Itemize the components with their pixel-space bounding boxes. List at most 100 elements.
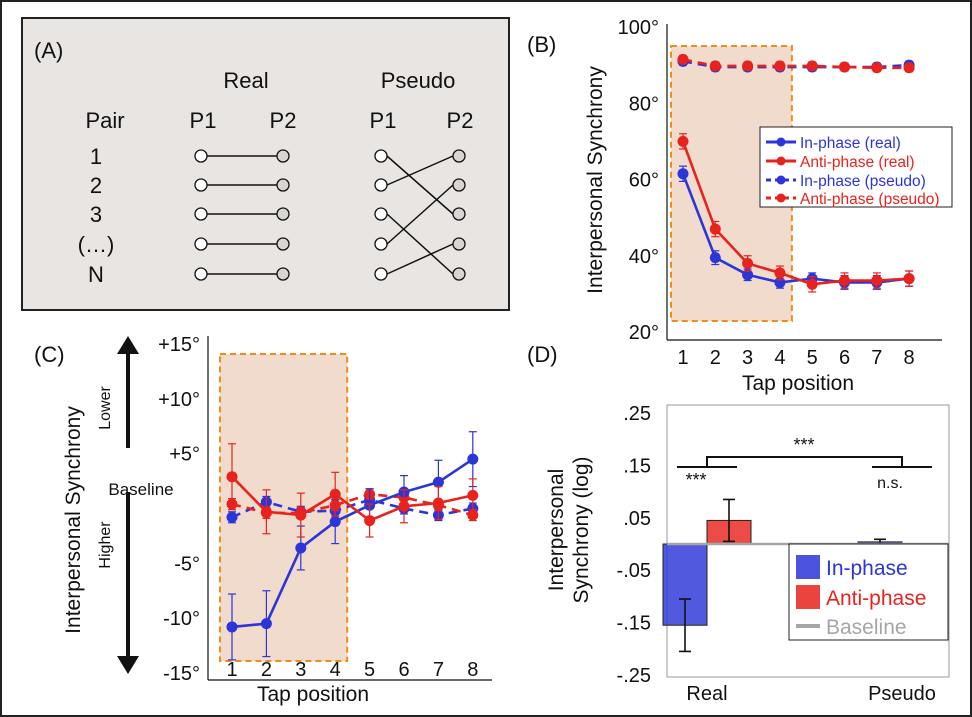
legend-b-swatch-dot [776, 156, 786, 166]
y-tick-label: .05 [623, 508, 651, 530]
pseudo-p2-dot [452, 267, 466, 281]
series-red-real-point [226, 471, 238, 483]
pseudo-heading: Pseudo [381, 68, 456, 93]
y-tick-label: -.25 [617, 665, 651, 687]
pair-number: (…) [78, 232, 115, 257]
legend-b-swatch-dot [776, 175, 786, 185]
x-tick-label: 4 [774, 347, 785, 369]
y-tick-label: 100° [618, 17, 659, 39]
x-category-label: Pseudo [868, 683, 936, 705]
panel-d-label: (D) [527, 342, 558, 367]
lower-label: Lower [97, 386, 114, 430]
x-tick-label: 6 [398, 659, 409, 681]
series-red-pseudo-line [231, 492, 474, 517]
panel-b-label: (B) [527, 32, 556, 57]
series-red-pseudo-point [742, 60, 754, 72]
legend-b-swatch-dot [776, 193, 786, 203]
pseudo-p1-dot [374, 178, 388, 192]
series-blue-real-point [260, 618, 272, 630]
pair-heading: Pair [85, 108, 124, 133]
real-p1-dot [194, 207, 208, 221]
legend-b-label: Anti-phase (real) [800, 154, 915, 171]
y-tick-label: 60° [629, 170, 659, 192]
pair-number: 1 [90, 144, 102, 169]
panel-d-legend: In-phase Anti-phase Baseline [788, 543, 949, 641]
panel-d: (D) Interpersonal Synchrony (log) .25 .15… [527, 342, 950, 705]
panel-b-legend: In-phase (real) Anti-phase (real) In-phase… [759, 126, 953, 208]
legend-b-label: Anti-phase (pseudo) [800, 191, 940, 208]
real-p1-dot [194, 267, 208, 281]
panel-d-ylabel-line2: Synchrony (log) [570, 456, 593, 603]
x-tick-label: 7 [433, 659, 444, 681]
pseudo-p1-dot [374, 149, 388, 163]
panel-b-legend-box [759, 126, 953, 208]
real-p1-dot [194, 178, 208, 192]
x-category-label: Real [686, 683, 727, 705]
series-red-real-point [398, 500, 410, 512]
series-blue-pseudo-line [231, 498, 474, 519]
legend-b-swatch-dot [776, 137, 786, 147]
series-red-real-point [806, 278, 818, 290]
pseudo-p1-dot [374, 267, 388, 281]
y-tick-label: +15° [158, 334, 200, 356]
x-tick-label: 4 [330, 659, 341, 681]
panel-b-xlabel: Tap position [742, 372, 854, 395]
real-p1-dot [194, 237, 208, 251]
series-blue-real-point [226, 621, 238, 633]
pseudo-link [386, 155, 454, 186]
pair-rows: 1 2 3 (…) N [78, 144, 466, 287]
series-red-real-point [295, 509, 307, 521]
series-blue-real-line [231, 458, 474, 629]
y-tick-label: -10° [163, 608, 200, 630]
baseline-label: Baseline [108, 480, 173, 499]
legend-b-label: In-phase (pseudo) [800, 173, 926, 190]
series-blue-real-point [677, 168, 689, 180]
panel-c-ylabel: Interpersonal Synchrony [62, 406, 85, 634]
y-tick-label: -5° [174, 553, 200, 575]
legend-d-label: In-phase [826, 557, 908, 580]
real-p2-dot [276, 267, 290, 281]
pair-number: N [88, 262, 104, 287]
real-p2-dot [276, 207, 290, 221]
series-red-real-point [903, 273, 915, 285]
y-tick-label: -.15 [617, 613, 651, 635]
series-red-pseudo-point [774, 60, 786, 72]
pseudo-link [386, 213, 454, 275]
panel-c-plot: -15° -10° -5° +5° +10° +15° 1 2 3 4 5 6 7 8 [158, 334, 492, 685]
pseudo-p1-dot [374, 237, 388, 251]
x-tick-label: 1 [226, 659, 237, 681]
pseudo-link [386, 243, 454, 275]
real-p2-dot [276, 149, 290, 163]
x-tick-label: 3 [295, 659, 306, 681]
panel-c: (C) Interpersonal Synchrony Tap position… [34, 334, 492, 706]
y-tick-label: 40° [629, 246, 659, 268]
series-red-real-point [871, 275, 883, 287]
y-tick-label: 20° [629, 322, 659, 344]
sig-between: *** [793, 435, 814, 455]
x-tick-label: 5 [807, 347, 818, 369]
pseudo-p2-dot [452, 207, 466, 221]
pseudo-p2-dot [452, 237, 466, 251]
panel-d-legend-items: In-phase Anti-phase Baseline [796, 555, 926, 639]
legend-d-swatch [796, 555, 820, 579]
sig-pseudo: n.s. [877, 475, 903, 492]
series-red-real-point [742, 257, 754, 269]
series-blue-real-point [295, 542, 307, 554]
panel-d-ylabel-line1: Interpersonal [545, 469, 568, 592]
higher-label: Higher [97, 521, 114, 569]
x-tick-label: 7 [871, 347, 882, 369]
series-red-pseudo-point [903, 62, 915, 74]
series-red-pseudo-point [677, 53, 689, 65]
panel-c-xlabel: Tap position [257, 683, 369, 706]
series-blue-real-point [329, 516, 341, 528]
x-tick-label: 1 [677, 347, 688, 369]
panel-a: (A) Real Pseudo Pair P1 P2 P1 P2 1 2 3 (…) N [21, 17, 510, 311]
pair-number: 2 [90, 173, 102, 198]
series-red-real-point [260, 506, 272, 518]
x-tick-label: 3 [742, 347, 753, 369]
real-p2-heading: P2 [270, 108, 297, 133]
series-red-real-point [329, 488, 341, 500]
real-heading: Real [223, 68, 268, 93]
series-blue-real-point [709, 252, 721, 264]
y-tick-label: -.05 [617, 560, 651, 582]
